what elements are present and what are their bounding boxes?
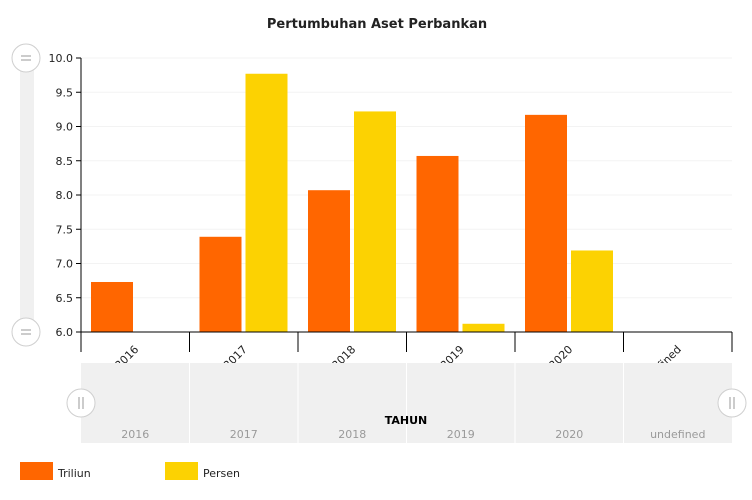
y-tick-label: 9.5 <box>56 86 74 99</box>
x-scrollbar-label: 2019 <box>447 428 475 441</box>
y-tick-label: 9.0 <box>56 121 74 134</box>
x-scrollbar-label: 2018 <box>338 428 366 441</box>
y-scrollbar-bottom-handle[interactable] <box>11 317 41 347</box>
x-scrollbar-label: undefined <box>650 428 705 441</box>
bars <box>91 73 613 333</box>
x-scrollbar-left-handle[interactable] <box>66 388 96 418</box>
legend-swatch-triliun[interactable] <box>20 462 53 480</box>
y-tick-label: 6.0 <box>56 326 74 339</box>
x-scrollbar-label: 2017 <box>230 428 258 441</box>
bar-persen-2019[interactable] <box>462 323 505 332</box>
x-scrollbar-label: 2020 <box>555 428 583 441</box>
x-scrollbar-label: 2016 <box>121 428 149 441</box>
y-scrollbar-top-handle[interactable] <box>11 43 41 73</box>
y-tick-label: 10.0 <box>49 52 74 65</box>
chart-title: Pertumbuhan Aset Perbankan <box>267 17 487 32</box>
bar-persen-2018[interactable] <box>354 111 396 333</box>
y-tick-label: 8.5 <box>56 155 74 168</box>
y-tick-label: 6.5 <box>56 292 74 305</box>
y-axis-ticks: 6.0 6.5 7.0 7.5 8.0 8.5 9.0 9.5 10.0 <box>49 52 81 339</box>
legend-label-triliun[interactable]: Triliun <box>57 467 91 480</box>
bar-triliun-2016[interactable] <box>91 281 133 332</box>
x-scrollbar-right-handle[interactable] <box>717 388 747 418</box>
y-tick-label: 8.0 <box>56 189 74 202</box>
legend: Triliun Persen <box>20 462 240 480</box>
bar-persen-2020[interactable] <box>571 250 613 332</box>
x-axis-title: TAHUN <box>385 414 428 427</box>
bar-triliun-2018[interactable] <box>308 190 350 332</box>
x-scrollbar-grid <box>189 363 624 443</box>
bar-persen-2017[interactable] <box>245 73 288 332</box>
bar-triliun-2019[interactable] <box>416 155 459 332</box>
legend-swatch-persen[interactable] <box>165 462 198 480</box>
y-tick-label: 7.5 <box>56 223 74 236</box>
legend-label-persen[interactable]: Persen <box>203 467 240 480</box>
bar-triliun-2020[interactable] <box>525 114 567 332</box>
y-tick-label: 7.0 <box>56 258 74 271</box>
bar-triliun-2017[interactable] <box>199 236 242 332</box>
grid-lines <box>81 57 732 333</box>
x-scrollbar-labels: 2016 2017 2018 2019 2020 undefined <box>121 428 705 441</box>
y-scrollbar-track[interactable] <box>20 58 34 332</box>
